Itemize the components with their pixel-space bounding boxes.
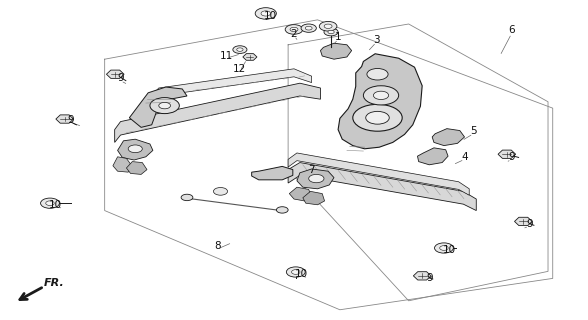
Text: 1: 1 <box>335 32 342 42</box>
Text: 10: 10 <box>443 244 456 255</box>
Text: FR.: FR. <box>44 278 65 288</box>
Polygon shape <box>243 54 257 60</box>
Circle shape <box>305 26 312 30</box>
Circle shape <box>353 104 402 131</box>
Circle shape <box>285 25 303 34</box>
Text: 11: 11 <box>220 51 233 61</box>
Polygon shape <box>514 217 532 226</box>
Polygon shape <box>115 83 320 142</box>
Polygon shape <box>289 187 312 201</box>
Circle shape <box>255 8 276 19</box>
Polygon shape <box>417 148 448 165</box>
Circle shape <box>46 201 54 205</box>
Circle shape <box>324 28 338 36</box>
Circle shape <box>261 11 270 16</box>
Circle shape <box>319 21 337 31</box>
Circle shape <box>213 188 228 195</box>
Circle shape <box>363 86 399 105</box>
Circle shape <box>286 267 305 277</box>
Text: 6: 6 <box>508 25 515 36</box>
Polygon shape <box>288 163 476 211</box>
Text: 10: 10 <box>295 268 308 279</box>
Polygon shape <box>413 272 431 280</box>
Polygon shape <box>303 191 325 205</box>
Text: 7: 7 <box>308 164 315 175</box>
Circle shape <box>373 91 389 100</box>
Circle shape <box>301 24 316 32</box>
Polygon shape <box>56 115 74 123</box>
Text: 9: 9 <box>117 73 124 84</box>
Circle shape <box>440 246 448 250</box>
Polygon shape <box>338 54 422 149</box>
Polygon shape <box>118 139 153 160</box>
Polygon shape <box>320 43 352 59</box>
Text: 9: 9 <box>67 115 74 125</box>
Polygon shape <box>498 150 516 158</box>
Text: 4: 4 <box>461 152 468 162</box>
Polygon shape <box>288 153 469 195</box>
Circle shape <box>237 48 243 51</box>
Polygon shape <box>129 87 187 127</box>
Text: 9: 9 <box>508 152 515 162</box>
Text: 10: 10 <box>264 11 277 21</box>
Circle shape <box>290 27 298 32</box>
Polygon shape <box>432 129 465 146</box>
Polygon shape <box>106 70 124 78</box>
Circle shape <box>128 145 142 153</box>
Circle shape <box>328 30 334 34</box>
Circle shape <box>41 198 59 208</box>
Polygon shape <box>126 162 147 174</box>
Text: 8: 8 <box>214 241 221 252</box>
Text: 12: 12 <box>233 64 246 74</box>
Polygon shape <box>252 166 293 180</box>
Circle shape <box>324 24 332 28</box>
Text: 9: 9 <box>426 273 433 284</box>
Text: 9: 9 <box>526 219 533 229</box>
Circle shape <box>150 98 179 114</box>
Circle shape <box>233 46 247 53</box>
Text: 10: 10 <box>49 200 62 210</box>
Text: 3: 3 <box>373 35 380 45</box>
Polygon shape <box>153 69 312 102</box>
Circle shape <box>292 270 300 274</box>
Circle shape <box>435 243 453 253</box>
Polygon shape <box>297 169 334 189</box>
Circle shape <box>367 68 388 80</box>
Circle shape <box>366 111 389 124</box>
Circle shape <box>309 174 324 183</box>
Circle shape <box>159 102 171 109</box>
Polygon shape <box>113 157 132 172</box>
Text: 2: 2 <box>290 28 298 39</box>
Text: 5: 5 <box>470 126 477 136</box>
Circle shape <box>181 194 193 201</box>
Circle shape <box>276 207 288 213</box>
